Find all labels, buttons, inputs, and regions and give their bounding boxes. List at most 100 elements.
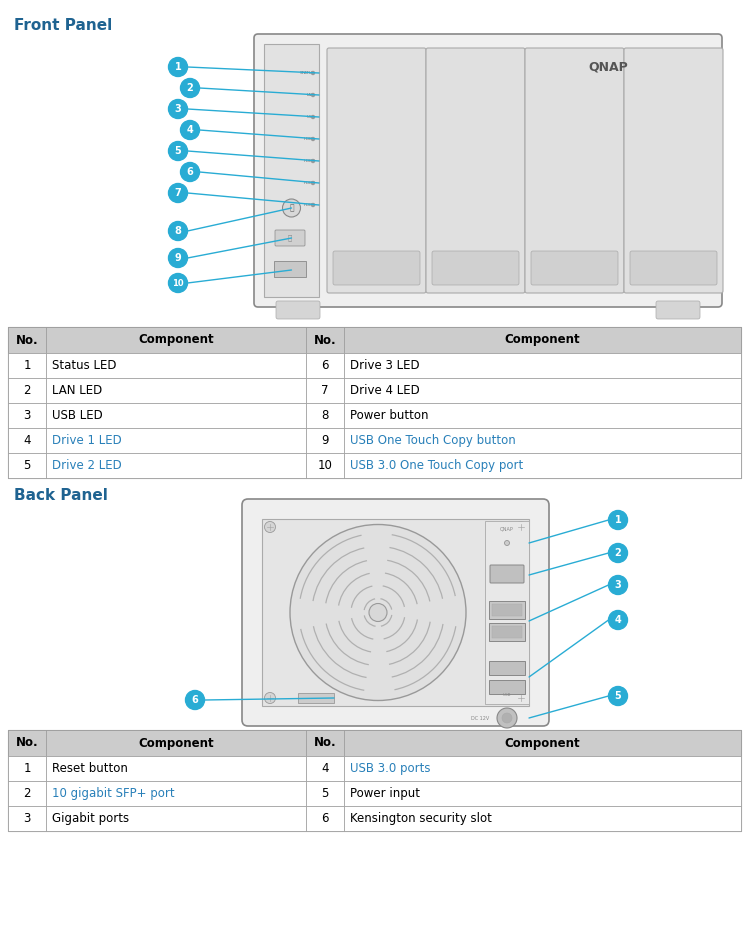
- Circle shape: [169, 249, 187, 267]
- Bar: [46, 403, 306, 428]
- Text: Power input: Power input: [350, 787, 420, 800]
- Bar: [306, 781, 344, 806]
- Text: Front Panel: Front Panel: [14, 18, 112, 33]
- Circle shape: [504, 541, 510, 546]
- Bar: [46, 730, 306, 756]
- Circle shape: [169, 183, 187, 203]
- Bar: [8, 428, 46, 453]
- Text: Component: Component: [504, 333, 580, 346]
- Text: 1: 1: [23, 762, 30, 775]
- Text: Drive 1 LED: Drive 1 LED: [52, 434, 122, 447]
- Text: No.: No.: [314, 736, 337, 749]
- Circle shape: [502, 713, 512, 723]
- Text: Reset button: Reset button: [52, 762, 128, 775]
- FancyBboxPatch shape: [624, 48, 723, 293]
- Circle shape: [609, 510, 628, 530]
- Bar: [46, 781, 306, 806]
- Circle shape: [311, 72, 314, 74]
- Circle shape: [282, 199, 300, 217]
- Text: ⧈: ⧈: [288, 235, 292, 241]
- Text: USB 3.0 ports: USB 3.0 ports: [350, 762, 430, 775]
- FancyBboxPatch shape: [525, 48, 624, 293]
- Text: Drive 3 LED: Drive 3 LED: [350, 359, 420, 372]
- Bar: [8, 403, 46, 428]
- Text: USB LED: USB LED: [52, 409, 103, 422]
- Bar: [274, 261, 306, 277]
- Bar: [344, 353, 741, 378]
- Circle shape: [265, 693, 276, 704]
- Text: 2: 2: [614, 548, 621, 558]
- Text: 6: 6: [321, 812, 328, 825]
- Text: USB 3.0 One Touch Copy port: USB 3.0 One Touch Copy port: [350, 459, 523, 472]
- Text: 1: 1: [614, 515, 621, 525]
- Text: LAN: LAN: [307, 93, 315, 97]
- Circle shape: [311, 115, 314, 118]
- FancyBboxPatch shape: [242, 499, 549, 726]
- Bar: [344, 806, 741, 831]
- Text: 6: 6: [321, 359, 328, 372]
- Bar: [8, 781, 46, 806]
- Text: 3: 3: [23, 812, 30, 825]
- Text: 4: 4: [186, 125, 193, 135]
- Text: Component: Component: [504, 736, 580, 749]
- Circle shape: [181, 163, 200, 182]
- Circle shape: [265, 521, 276, 533]
- Bar: [344, 453, 741, 478]
- Text: No.: No.: [314, 333, 337, 346]
- Text: Kensington security slot: Kensington security slot: [350, 812, 492, 825]
- Text: Component: Component: [138, 736, 214, 749]
- Text: 7: 7: [175, 188, 181, 198]
- Circle shape: [181, 78, 200, 98]
- Circle shape: [311, 138, 314, 141]
- Circle shape: [609, 686, 628, 706]
- Text: QNAP: QNAP: [588, 60, 628, 73]
- Text: No.: No.: [16, 333, 39, 346]
- Circle shape: [186, 691, 204, 709]
- Text: USB: USB: [307, 115, 315, 119]
- Bar: [306, 756, 344, 781]
- FancyBboxPatch shape: [327, 48, 426, 293]
- Bar: [489, 661, 525, 675]
- Text: 5: 5: [23, 459, 30, 472]
- Text: 9: 9: [321, 434, 328, 447]
- Text: Drive 4 LED: Drive 4 LED: [350, 384, 420, 397]
- Text: HDD3: HDD3: [303, 181, 315, 185]
- Circle shape: [311, 204, 314, 207]
- Text: 4: 4: [321, 762, 328, 775]
- Bar: [492, 626, 522, 638]
- Bar: [306, 403, 344, 428]
- Text: 3: 3: [23, 409, 30, 422]
- Bar: [492, 604, 522, 616]
- Text: No.: No.: [16, 736, 39, 749]
- Circle shape: [169, 100, 187, 118]
- Bar: [306, 378, 344, 403]
- Bar: [46, 353, 306, 378]
- Text: 10: 10: [317, 459, 332, 472]
- Text: LAN LED: LAN LED: [52, 384, 103, 397]
- Text: Status LED: Status LED: [52, 359, 117, 372]
- Bar: [8, 730, 741, 831]
- Text: 6: 6: [192, 695, 198, 705]
- Text: 2: 2: [23, 787, 30, 800]
- Bar: [306, 806, 344, 831]
- Bar: [344, 756, 741, 781]
- Bar: [306, 353, 344, 378]
- Text: QNAP: QNAP: [500, 527, 514, 532]
- Circle shape: [497, 708, 517, 728]
- Circle shape: [169, 274, 187, 292]
- Bar: [344, 730, 741, 756]
- Bar: [8, 806, 46, 831]
- Bar: [344, 428, 741, 453]
- Text: 10 gigabit SFP+ port: 10 gigabit SFP+ port: [52, 787, 175, 800]
- Bar: [46, 378, 306, 403]
- Text: 9: 9: [175, 253, 181, 263]
- FancyBboxPatch shape: [426, 48, 525, 293]
- Text: 1: 1: [23, 359, 30, 372]
- Bar: [306, 453, 344, 478]
- Circle shape: [609, 611, 628, 629]
- Text: 7: 7: [321, 384, 328, 397]
- Circle shape: [169, 142, 187, 160]
- Bar: [46, 806, 306, 831]
- Bar: [306, 730, 344, 756]
- FancyBboxPatch shape: [275, 230, 305, 246]
